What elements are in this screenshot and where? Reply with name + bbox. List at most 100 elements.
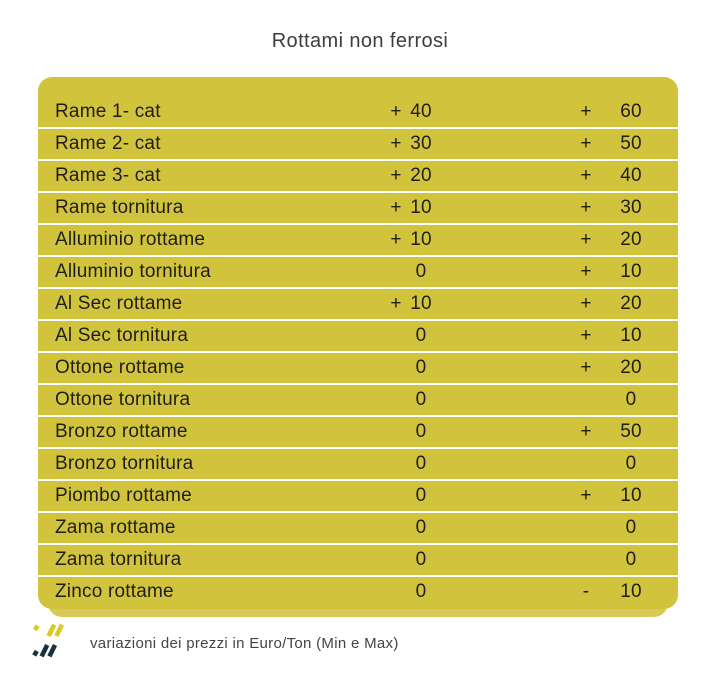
sign-value-gap [596,129,616,159]
right-pad [646,577,678,609]
max-value: 0 [625,453,637,474]
right-pad [646,161,678,191]
max-value: 0 [625,517,637,538]
material-label: Ottone rottame [55,357,185,378]
right-pad [646,321,678,351]
page-title: Rottami non ferrosi [271,30,449,52]
column-spacer [436,321,576,351]
column-spacer [436,193,576,223]
max-sign [576,385,596,415]
min-value: 0 [415,261,427,282]
sign-value-gap [596,161,616,191]
price-table: Rame 1- cat + 40 + 60 Rame 2- cat + 30 +… [38,77,678,609]
min-sign [386,353,406,383]
max-value: 50 [620,421,642,442]
sign-value-gap [596,257,616,287]
material-label: Alluminio tornitura [55,261,211,282]
column-spacer [436,545,576,575]
min-sign [386,257,406,287]
right-pad [646,225,678,255]
table-row: Ottone rottame 0 + 20 [38,353,678,385]
min-sign [386,513,406,543]
max-value: 60 [620,101,642,122]
right-pad [646,129,678,159]
max-sign: + [580,261,592,282]
right-pad [646,545,678,575]
material-label: Zama tornitura [55,549,182,570]
min-value: 0 [415,325,427,346]
min-value: 20 [410,165,432,186]
sign-value-gap [596,417,616,447]
min-sign [386,545,406,575]
column-spacer [436,257,576,287]
min-value: 0 [415,485,427,506]
max-sign [576,545,596,575]
table-row: Bronzo rottame 0 + 50 [38,417,678,449]
max-value: 30 [620,197,642,218]
min-value: 0 [415,517,427,538]
column-spacer [436,385,576,415]
min-sign [386,385,406,415]
max-sign: + [580,485,592,506]
max-sign [576,449,596,479]
max-sign: + [580,325,592,346]
max-value: 10 [620,325,642,346]
material-label: Rame 1- cat [55,101,161,122]
min-sign [386,449,406,479]
max-value: 20 [620,229,642,250]
max-value: 0 [625,549,637,570]
column-spacer [436,481,576,511]
min-value: 0 [415,581,427,602]
sign-value-gap [596,449,616,479]
column-spacer [436,353,576,383]
material-label: Bronzo rottame [55,421,188,442]
table-row: Zama tornitura 0 0 [38,545,678,577]
right-pad [646,481,678,511]
column-spacer [436,161,576,191]
table-row: Ottone tornitura 0 0 [38,385,678,417]
min-sign: + [390,133,402,154]
material-label: Rame 2- cat [55,133,161,154]
max-sign [576,513,596,543]
max-value: 20 [620,293,642,314]
legend-caption: variazioni dei prezzi in Euro/Ton (Min e… [90,634,399,652]
min-sign [386,577,406,609]
column-spacer [436,577,576,609]
max-sign: + [580,229,592,250]
material-label: Rame 3- cat [55,165,161,186]
double-slash-logo-icon [32,623,65,658]
material-label: Ottone tornitura [55,389,191,410]
sign-value-gap [596,513,616,543]
min-sign: + [390,229,402,250]
table-row: Zama rottame 0 0 [38,513,678,545]
sign-value-gap [596,97,616,127]
table-row: Piombo rottame 0 + 10 [38,481,678,513]
column-spacer [436,513,576,543]
max-sign: + [580,357,592,378]
max-value: 40 [620,165,642,186]
table-row: Al Sec tornitura 0 + 10 [38,321,678,353]
min-value: 0 [415,549,427,570]
column-spacer [436,97,576,127]
table-row: Al Sec rottame + 10 + 20 [38,289,678,321]
max-value: 10 [620,581,642,602]
min-value: 40 [410,101,432,122]
material-label: Zinco rottame [55,581,174,602]
sign-value-gap [596,545,616,575]
table-row: Rame 3- cat + 20 + 40 [38,161,678,193]
max-value: 10 [620,261,642,282]
right-pad [646,289,678,319]
column-spacer [436,449,576,479]
column-spacer [436,129,576,159]
max-value: 20 [620,357,642,378]
sign-value-gap [596,193,616,223]
sign-value-gap [596,353,616,383]
max-sign: + [580,293,592,314]
max-sign: + [580,165,592,186]
min-value: 10 [410,293,432,314]
max-value: 50 [620,133,642,154]
sign-value-gap [596,481,616,511]
max-sign: + [580,197,592,218]
min-sign [386,481,406,511]
